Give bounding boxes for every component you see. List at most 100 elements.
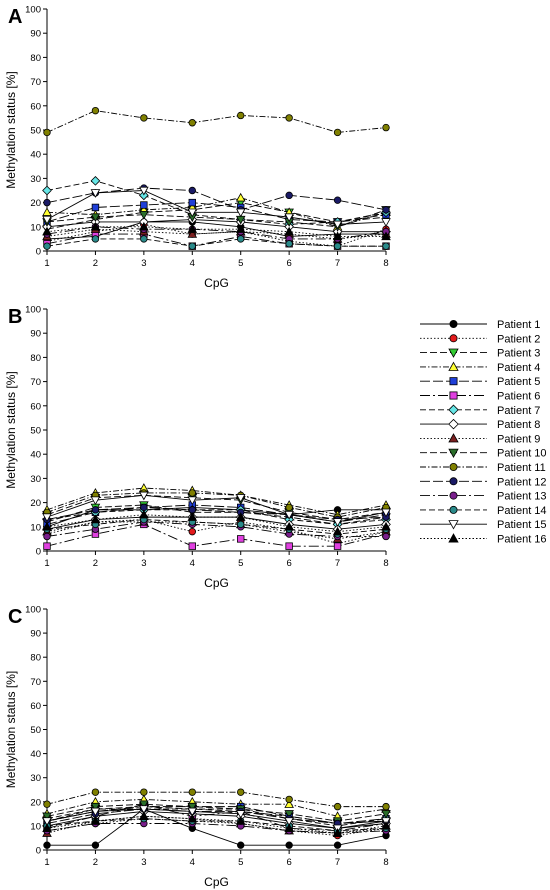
x-tick-label: 7: [335, 857, 340, 868]
y-axis-title: Methylation status [%]: [4, 671, 18, 788]
series-line: [46, 519, 387, 535]
data-point: [43, 532, 51, 541]
x-axis-title: CpG: [204, 875, 229, 889]
x-tick-label: 7: [335, 258, 340, 269]
y-tick-label: 60: [30, 701, 41, 712]
data-point: [333, 242, 342, 250]
data-point: [139, 805, 149, 814]
data-point: [284, 226, 294, 236]
legend-label: Patient 10: [497, 448, 547, 460]
legend-entry: Patient 7: [420, 404, 540, 417]
data-point: [139, 186, 149, 196]
data-point: [381, 820, 391, 830]
y-tick-label: 80: [30, 53, 41, 64]
data-point: [90, 189, 101, 198]
y-tick-label: 50: [30, 126, 41, 137]
legend-marker: [448, 448, 459, 459]
data-point: [90, 816, 101, 825]
data-point: [284, 521, 294, 531]
data-point: [381, 231, 391, 241]
legend-marker: [449, 319, 458, 328]
y-tick-label: 0: [36, 247, 41, 258]
series-patient-11: [43, 788, 390, 811]
series-line: [46, 798, 387, 817]
data-point: [382, 802, 390, 811]
x-tick-label: 6: [286, 258, 291, 269]
y-tick-label: 90: [30, 629, 41, 640]
panel-letter: A: [8, 6, 22, 28]
legend-marker: [449, 377, 458, 386]
data-point: [140, 503, 148, 512]
legend-label: Patient 8: [497, 419, 540, 431]
series-line: [46, 233, 386, 247]
legend-entry: Patient 16: [420, 533, 547, 546]
y-tick-label: 100: [25, 305, 41, 316]
series-line: [46, 808, 387, 824]
series-patient-15: [42, 186, 391, 230]
data-point: [188, 788, 196, 796]
data-point: [237, 788, 245, 796]
x-tick-label: 3: [141, 857, 146, 868]
chart-panel-c: C 0 10 20 30 40 50 60 70 80 90 100 1 2 3 4 5 6 7 8 CpG Methyl…: [4, 605, 391, 889]
legend-marker: [448, 418, 459, 430]
data-point: [285, 240, 293, 248]
x-tick-label: 6: [286, 857, 291, 868]
legend-label: Patient 14: [497, 505, 547, 517]
data-point: [187, 229, 198, 238]
legend-label: Patient 15: [497, 519, 547, 531]
data-point: [42, 185, 52, 196]
legend-entry: Patient 1: [420, 319, 540, 331]
series-line: [46, 228, 387, 240]
data-point: [237, 520, 245, 529]
y-axis-title: Methylation status [%]: [4, 371, 18, 488]
series-line: [46, 521, 386, 537]
data-point: [235, 208, 246, 218]
data-point: [91, 841, 100, 849]
data-point: [187, 208, 198, 218]
y-tick-label: 50: [30, 426, 41, 437]
legend-marker: [449, 491, 458, 500]
data-point: [235, 224, 246, 233]
series-patient-15: [42, 805, 391, 834]
y-tick-label: 50: [30, 725, 41, 736]
legend-entry: Patient 10: [420, 448, 547, 460]
data-point: [90, 802, 101, 812]
data-point: [90, 807, 101, 817]
data-point: [285, 542, 293, 550]
data-point: [90, 221, 101, 231]
x-tick-label: 2: [93, 258, 98, 269]
legend-entry: Patient 6: [420, 391, 540, 403]
y-axis-title: Methylation status [%]: [4, 71, 18, 188]
data-point: [237, 111, 245, 120]
data-point: [187, 813, 198, 823]
series-line: [47, 808, 387, 846]
y-tick-label: 0: [36, 846, 41, 857]
legend-marker: [448, 404, 459, 416]
series-line: [46, 190, 387, 225]
legend-marker: [448, 361, 459, 371]
y-tick-label: 30: [30, 773, 41, 784]
data-point: [43, 242, 51, 250]
series-line: [46, 521, 387, 540]
data-point: [285, 841, 293, 849]
x-tick-label: 1: [44, 258, 49, 269]
data-point: [381, 218, 391, 227]
data-point: [333, 802, 342, 811]
data-point: [42, 226, 52, 236]
series-line: [46, 815, 387, 834]
series-patient-16: [42, 811, 391, 837]
legend-marker: [449, 334, 458, 343]
data-point: [235, 192, 246, 202]
data-point: [382, 532, 390, 541]
data-point: [284, 799, 294, 808]
series-patient-16: [42, 221, 391, 241]
data-point: [43, 800, 51, 808]
data-point: [382, 206, 390, 214]
data-point: [332, 220, 343, 230]
data-point: [381, 810, 391, 819]
data-point: [188, 527, 196, 536]
series-line: [46, 202, 387, 230]
series-patient-6: [43, 520, 390, 550]
y-tick-label: 10: [30, 522, 41, 533]
series-line: [46, 808, 387, 827]
